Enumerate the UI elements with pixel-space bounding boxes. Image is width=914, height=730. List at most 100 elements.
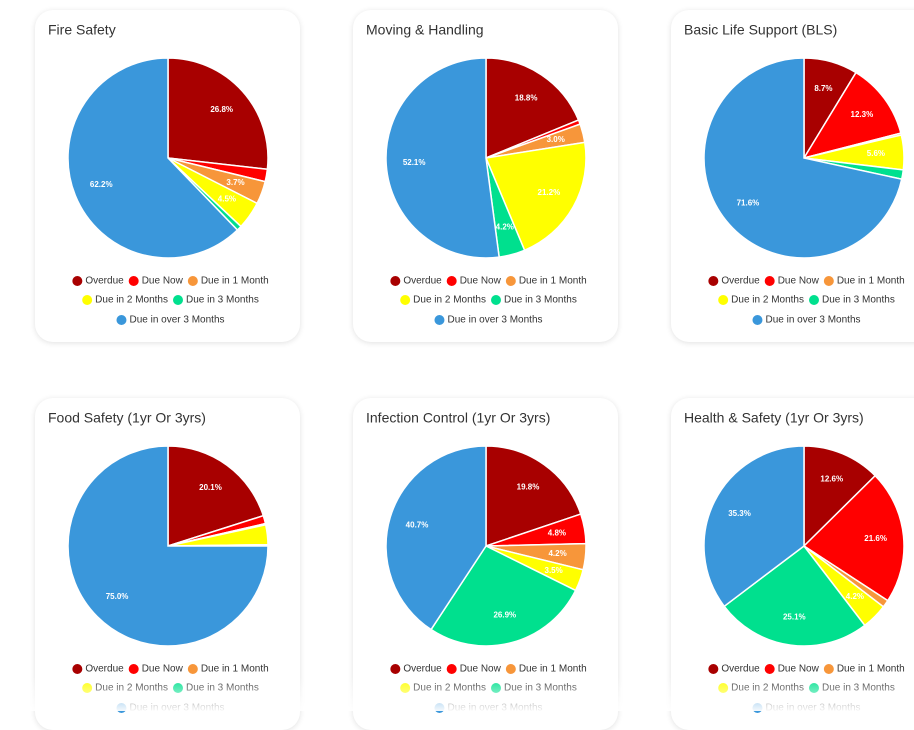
pie-slice bbox=[167, 57, 269, 171]
slice-label: 75.0% bbox=[106, 592, 129, 601]
pie-slice bbox=[385, 57, 500, 259]
bottom-fade bbox=[0, 676, 914, 711]
legend-label: Overdue bbox=[85, 664, 124, 675]
legend-marker bbox=[72, 664, 83, 674]
legend-marker bbox=[116, 315, 127, 325]
slice-label: 5.6% bbox=[867, 149, 885, 158]
legend-marker bbox=[505, 664, 516, 674]
legend-label: Due in over 3 Months bbox=[129, 315, 224, 326]
dashboard: {"chart_data": [ {"type": "pie", "title"… bbox=[0, 21, 914, 714]
legend-item: Due in 1 Month bbox=[505, 276, 587, 287]
legend-label: Due in over 3 Months bbox=[765, 315, 860, 326]
slice-label: 4.5% bbox=[218, 195, 236, 204]
legend-marker bbox=[446, 664, 457, 674]
legend-item: Due in 1 Month bbox=[187, 664, 269, 675]
pie-slice bbox=[802, 71, 902, 160]
legend-label: Due Now bbox=[778, 664, 820, 675]
legend-marker bbox=[708, 276, 719, 286]
legend-label: Due Now bbox=[460, 276, 502, 287]
legend-marker bbox=[809, 295, 819, 305]
slice-label: 12.6% bbox=[820, 475, 843, 484]
legend-label: Due in 2 Months bbox=[413, 295, 486, 306]
legend-item: Due Now bbox=[764, 664, 820, 675]
pie-slice bbox=[703, 57, 903, 259]
legend-label: Due in 1 Month bbox=[201, 276, 269, 287]
legend-item: Due Now bbox=[128, 664, 184, 675]
legend-label: Overdue bbox=[403, 664, 442, 675]
slice-label: 3.0% bbox=[547, 135, 565, 144]
slice-label: 62.2% bbox=[90, 180, 113, 189]
legend-item: Due in 2 Months bbox=[400, 295, 486, 306]
legend-marker bbox=[400, 295, 411, 305]
legend-label: Overdue bbox=[721, 664, 760, 675]
legend-marker bbox=[752, 315, 763, 325]
legend-label: Due in 1 Month bbox=[519, 664, 587, 675]
pie-slice bbox=[385, 445, 487, 631]
legend-item: Due Now bbox=[446, 276, 502, 287]
legend-item: Due in 3 Months bbox=[491, 295, 577, 306]
legend-marker bbox=[390, 664, 401, 674]
chart: Moving & Handling 18.8% 3.0% 21.2% 4.2% 52.1%… bbox=[366, 22, 587, 326]
legend-label: Overdue bbox=[721, 276, 760, 287]
legend-marker bbox=[82, 295, 93, 305]
legend-item: Due Now bbox=[446, 664, 502, 675]
legend-item: Due in over 3 Months bbox=[116, 315, 225, 326]
chart-title: Basic Life Support (BLS) bbox=[684, 22, 837, 38]
chart: Basic Life Support (BLS) 8.7% 12.3% 5.6% 71.… bbox=[684, 22, 905, 326]
pie-slice bbox=[703, 445, 805, 608]
slice-label: 4.2% bbox=[846, 592, 864, 601]
chart-title: Infection Control (1yr Or 3yrs) bbox=[366, 410, 550, 426]
legend-label: Overdue bbox=[403, 276, 442, 287]
legend-item: Due in 1 Month bbox=[505, 664, 587, 675]
slice-label: 3.7% bbox=[226, 178, 244, 187]
legend-label: Due in over 3 Months bbox=[447, 315, 542, 326]
legend-item: Due in 2 Months bbox=[718, 295, 804, 306]
slice-label: 20.1% bbox=[199, 483, 222, 492]
legend-item: Due in 1 Month bbox=[823, 664, 905, 675]
slice-label: 4.2% bbox=[496, 223, 514, 232]
legend-label: Due in 1 Month bbox=[519, 276, 587, 287]
slice-label: 3.5% bbox=[545, 566, 563, 575]
slice-label: 26.8% bbox=[210, 105, 233, 114]
legend-item: Overdue bbox=[72, 276, 124, 287]
legend-marker bbox=[823, 664, 834, 674]
slice-label: 35.3% bbox=[728, 509, 751, 518]
legend-marker bbox=[446, 276, 457, 286]
pie-slice bbox=[484, 141, 587, 252]
slice-label: 21.6% bbox=[864, 534, 887, 543]
legend-item: Due in 3 Months bbox=[173, 295, 259, 306]
legend-label: Due in 3 Months bbox=[822, 295, 895, 306]
legend-label: Due in 3 Months bbox=[504, 295, 577, 306]
legend-marker bbox=[764, 276, 775, 286]
legend-marker bbox=[708, 664, 719, 674]
pie-slice bbox=[485, 445, 582, 548]
legend-label: Due in 2 Months bbox=[731, 295, 804, 306]
legend-item: Due in 3 Months bbox=[809, 295, 895, 306]
slice-label: 4.2% bbox=[548, 549, 566, 558]
legend-marker bbox=[187, 664, 198, 674]
legend-marker bbox=[764, 664, 775, 674]
legend-label: Due in 1 Month bbox=[837, 276, 905, 287]
pie-slice bbox=[723, 544, 866, 647]
slice-label: 4.8% bbox=[548, 529, 566, 538]
legend-item: Overdue bbox=[390, 276, 442, 287]
chart-title: Moving & Handling bbox=[366, 22, 484, 38]
legend-item: Due Now bbox=[764, 276, 820, 287]
slice-label: 26.9% bbox=[493, 611, 516, 620]
legend-marker bbox=[491, 295, 501, 305]
legend-marker bbox=[128, 664, 139, 674]
pie-slice bbox=[803, 445, 877, 548]
legend-item: Overdue bbox=[390, 664, 442, 675]
legend-marker bbox=[823, 276, 834, 286]
legend-label: Due Now bbox=[778, 276, 820, 287]
chart: Fire Safety 26.8% 3.7% 4.5% 62.2% Overdue Due … bbox=[48, 22, 269, 326]
pie-slice bbox=[167, 445, 265, 548]
slice-label: 12.3% bbox=[851, 110, 874, 119]
legend-item: Overdue bbox=[708, 664, 760, 675]
slice-label: 21.2% bbox=[538, 188, 561, 197]
slice-label: 18.8% bbox=[515, 93, 538, 102]
legend-label: Due in 3 Months bbox=[186, 295, 259, 306]
legend-marker bbox=[390, 276, 401, 286]
legend-marker bbox=[505, 276, 516, 286]
chart-title: Food Safety (1yr Or 3yrs) bbox=[48, 410, 206, 426]
